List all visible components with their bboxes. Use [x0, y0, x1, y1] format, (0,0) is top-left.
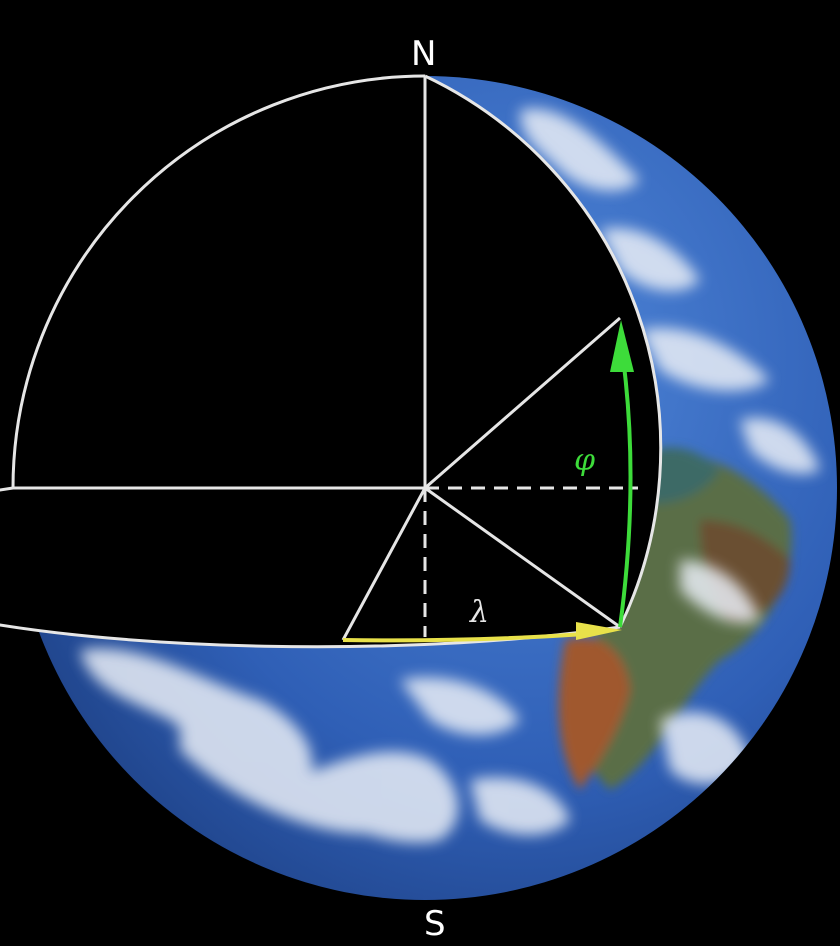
- equator-cut-edge: [0, 486, 621, 649]
- meridian-cut-edge: [424, 74, 663, 628]
- radius-to-point-line: [424, 486, 621, 629]
- clouds: [40, 108, 820, 843]
- cutaway-wedge: [0, 76, 661, 647]
- latitude-arc: [618, 349, 633, 628]
- south-label: S: [424, 904, 446, 941]
- latitude-arrow-icon: [610, 320, 634, 372]
- latitude-label: φ: [574, 443, 595, 478]
- landmass: [558, 447, 792, 790]
- radius-to-equator-line: [341, 487, 427, 641]
- north-label: N: [411, 34, 436, 74]
- longitude-arrow-icon: [576, 622, 622, 640]
- longitude-arc: [342, 631, 599, 643]
- radius-to-meridian-line: [424, 316, 621, 490]
- longitude-label: λ: [469, 595, 489, 630]
- sphere-outline-arc: [11, 74, 426, 489]
